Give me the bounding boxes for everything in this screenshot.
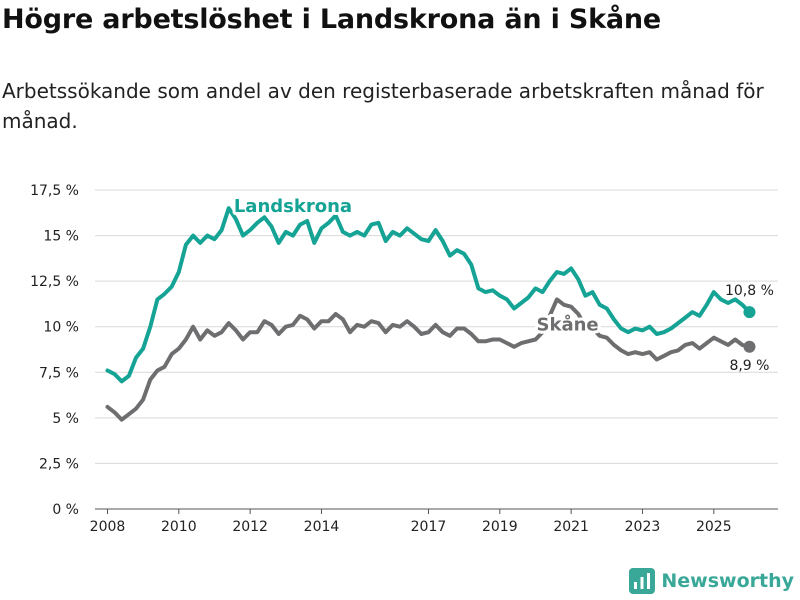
series-line-skane xyxy=(105,297,752,422)
x-tick-label: 2010 xyxy=(161,519,197,535)
y-tick-label: 17,5 % xyxy=(30,183,79,199)
series-label: Skåne xyxy=(537,313,599,335)
end-point-marker xyxy=(743,306,756,319)
end-point-marker xyxy=(743,340,756,353)
y-tick-label: 15 % xyxy=(43,229,79,245)
y-tick-label: 12,5 % xyxy=(30,274,79,290)
series-line-landskrona xyxy=(105,206,752,384)
x-tick-label: 2008 xyxy=(90,519,126,535)
chart-title: Högre arbetslöshet i Landskrona än i Skå… xyxy=(2,4,661,35)
series-label-halo: Skåne xyxy=(537,313,599,335)
series-label-halo: Landskrona xyxy=(234,196,352,217)
x-tick-label: 2025 xyxy=(696,519,732,535)
x-tick-label: 2023 xyxy=(625,519,661,535)
brand-logo: Newsworthy xyxy=(629,568,794,594)
x-tick-label: 2019 xyxy=(482,519,518,535)
x-tick-label: 2012 xyxy=(232,519,268,535)
series-label: Landskrona xyxy=(234,196,352,217)
brand-name: Newsworthy xyxy=(661,570,794,592)
y-tick-label: 10 % xyxy=(43,320,79,336)
newsworthy-logo-icon xyxy=(629,568,656,594)
y-tick-label: 7,5 % xyxy=(39,365,79,381)
chart-subtitle: Arbetssökande som andel av den registerb… xyxy=(2,79,764,133)
x-tick-label: 2021 xyxy=(553,519,589,535)
end-value-label: 8,9 % xyxy=(729,358,769,374)
y-tick-label: 2,5 % xyxy=(39,456,79,472)
x-tick-label: 2014 xyxy=(304,519,340,535)
x-tick-label: 2017 xyxy=(411,519,447,535)
y-tick-label: 0 % xyxy=(52,502,79,518)
y-tick-label: 5 % xyxy=(52,411,79,427)
end-value-label: 10,8 % xyxy=(725,283,774,299)
